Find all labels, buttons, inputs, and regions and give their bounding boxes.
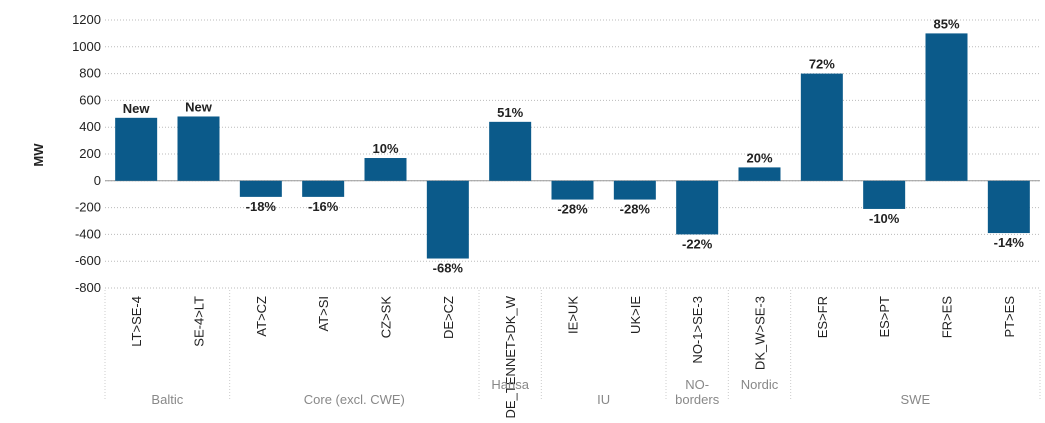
bar: [426, 180, 469, 259]
bar-label: 20%: [746, 150, 772, 165]
x-tick-label: LT>SE-4: [129, 296, 144, 347]
bar-label: 10%: [372, 141, 398, 156]
y-tick-label: 600: [79, 92, 101, 107]
bar-label: 51%: [497, 105, 523, 120]
group-label: Hansa: [491, 377, 529, 392]
y-tick-label: 200: [79, 146, 101, 161]
x-tick-label: DK_W>SE-3: [753, 296, 768, 370]
bar-label: New: [185, 99, 213, 114]
bar-label: -14%: [994, 235, 1025, 250]
group-label: Core (excl. CWE): [303, 392, 405, 407]
bar-label: New: [123, 101, 151, 116]
bar: [364, 158, 407, 181]
x-tick-label: NO-1>SE-3: [690, 296, 705, 364]
bar-label: -22%: [682, 236, 713, 251]
bar: [302, 180, 345, 197]
x-tick-label: CZ>SK: [379, 296, 394, 339]
bar-label: -68%: [433, 261, 464, 276]
y-tick-label: 1000: [72, 39, 101, 54]
y-tick-label: -200: [75, 200, 101, 215]
bar: [177, 116, 220, 181]
x-tick-label: UK>IE: [628, 296, 643, 334]
x-tick-label: ES>FR: [815, 296, 830, 338]
group-label: SWE: [900, 392, 931, 407]
bar: [800, 73, 843, 181]
bar: [613, 180, 656, 200]
y-tick-label: 1200: [72, 12, 101, 27]
bar: [863, 180, 906, 209]
y-tick-label: 400: [79, 119, 101, 134]
x-tick-label: SE-4>LT: [192, 296, 207, 347]
x-tick-label: FR>ES: [940, 296, 955, 339]
bar: [115, 117, 158, 181]
group-label: IU: [597, 392, 611, 407]
y-tick-label: -600: [75, 253, 101, 268]
x-tick-label: DE_TENNET>DK_W: [503, 295, 518, 418]
group-label: Baltic: [151, 392, 184, 407]
bar: [925, 33, 968, 181]
bar: [239, 180, 282, 197]
bar: [987, 180, 1030, 234]
x-tick-label: ES>PT: [877, 296, 892, 338]
bar-label: 85%: [933, 16, 959, 31]
x-tick-label: PT>ES: [1002, 296, 1017, 338]
bar-label: -28%: [620, 202, 651, 217]
group-label: Nordic: [740, 377, 779, 392]
y-tick-label: 800: [79, 66, 101, 81]
bar: [551, 180, 594, 200]
y-tick-label: -400: [75, 226, 101, 241]
y-axis-label: MW: [31, 143, 46, 167]
bar-label: -28%: [557, 202, 588, 217]
bar-label: -18%: [246, 199, 277, 214]
y-tick-label: 0: [94, 173, 101, 188]
x-tick-label: DE>CZ: [441, 296, 456, 339]
bar-label: -16%: [308, 199, 339, 214]
y-tick-label: -800: [75, 280, 101, 295]
bar: [489, 121, 532, 181]
bar-label: 72%: [809, 57, 835, 72]
bar-label: -10%: [869, 211, 900, 226]
group-label: NO-borders: [675, 377, 720, 407]
x-tick-label: AT>SI: [316, 296, 331, 332]
x-tick-label: AT>CZ: [254, 296, 269, 337]
bar: [676, 180, 719, 235]
x-tick-label: IE>UK: [566, 296, 581, 334]
bar: [738, 167, 781, 181]
